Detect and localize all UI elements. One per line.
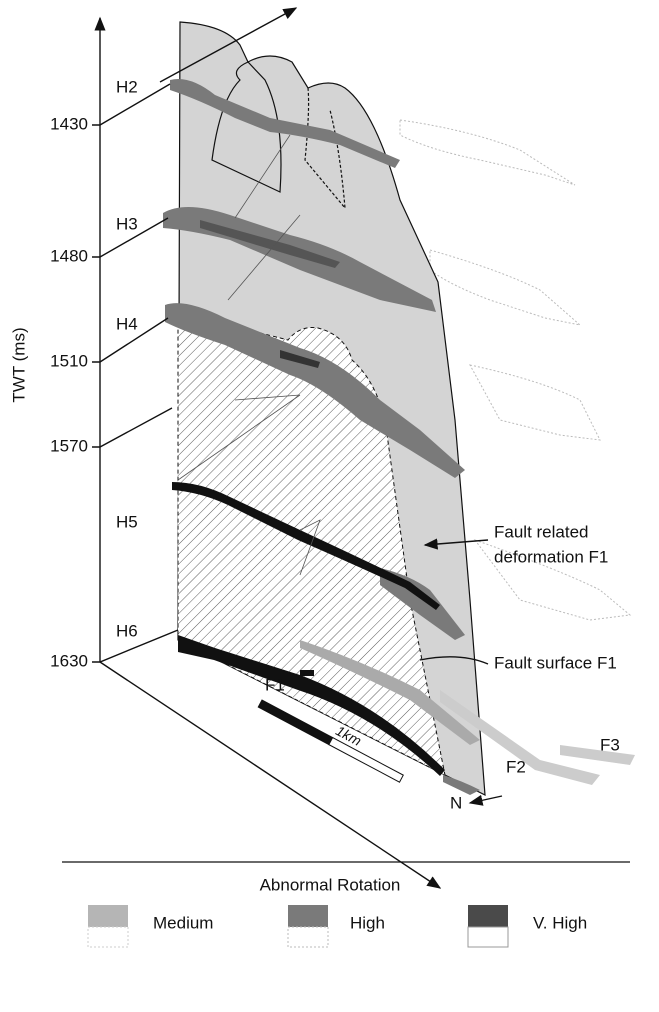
fault-label: F3 — [600, 735, 620, 754]
diagram: TWT (ms) 1430 1480 1510 1570 1630 H2 H3 … — [0, 0, 659, 1012]
horizon-label: H3 — [116, 214, 138, 233]
tick-label: 1510 — [50, 351, 88, 370]
annotation: deformation F1 — [494, 547, 608, 566]
horizon-label: H5 — [116, 512, 138, 531]
legend-swatch — [88, 905, 128, 947]
north-label: N — [450, 793, 462, 812]
legend-swatch — [288, 905, 328, 947]
axis-label: TWT (ms) — [9, 327, 28, 402]
legend-label: V. High — [533, 913, 587, 932]
tick-label: 1630 — [50, 651, 88, 670]
legend-swatch — [468, 905, 508, 947]
legend-label: High — [350, 913, 385, 932]
page: {"axis": {"label": "TWT (ms)", "ticks": … — [0, 0, 659, 1012]
horizon-label: H2 — [116, 77, 138, 96]
north-arrow — [470, 796, 502, 803]
tick-label: 1430 — [50, 114, 88, 133]
fault-marker — [300, 670, 314, 676]
annotation: Fault surface F1 — [494, 653, 617, 672]
tick-label: 1480 — [50, 246, 88, 265]
horizon-label: H4 — [116, 314, 138, 333]
horizon-label: H6 — [116, 621, 138, 640]
legend-title: Abnormal Rotation — [260, 875, 401, 894]
annotation: Fault related — [494, 522, 589, 541]
fault-label: F2 — [506, 757, 526, 776]
fault-label: F1 — [265, 675, 285, 694]
legend-label: Medium — [153, 913, 213, 932]
tick-label: 1570 — [50, 436, 88, 455]
